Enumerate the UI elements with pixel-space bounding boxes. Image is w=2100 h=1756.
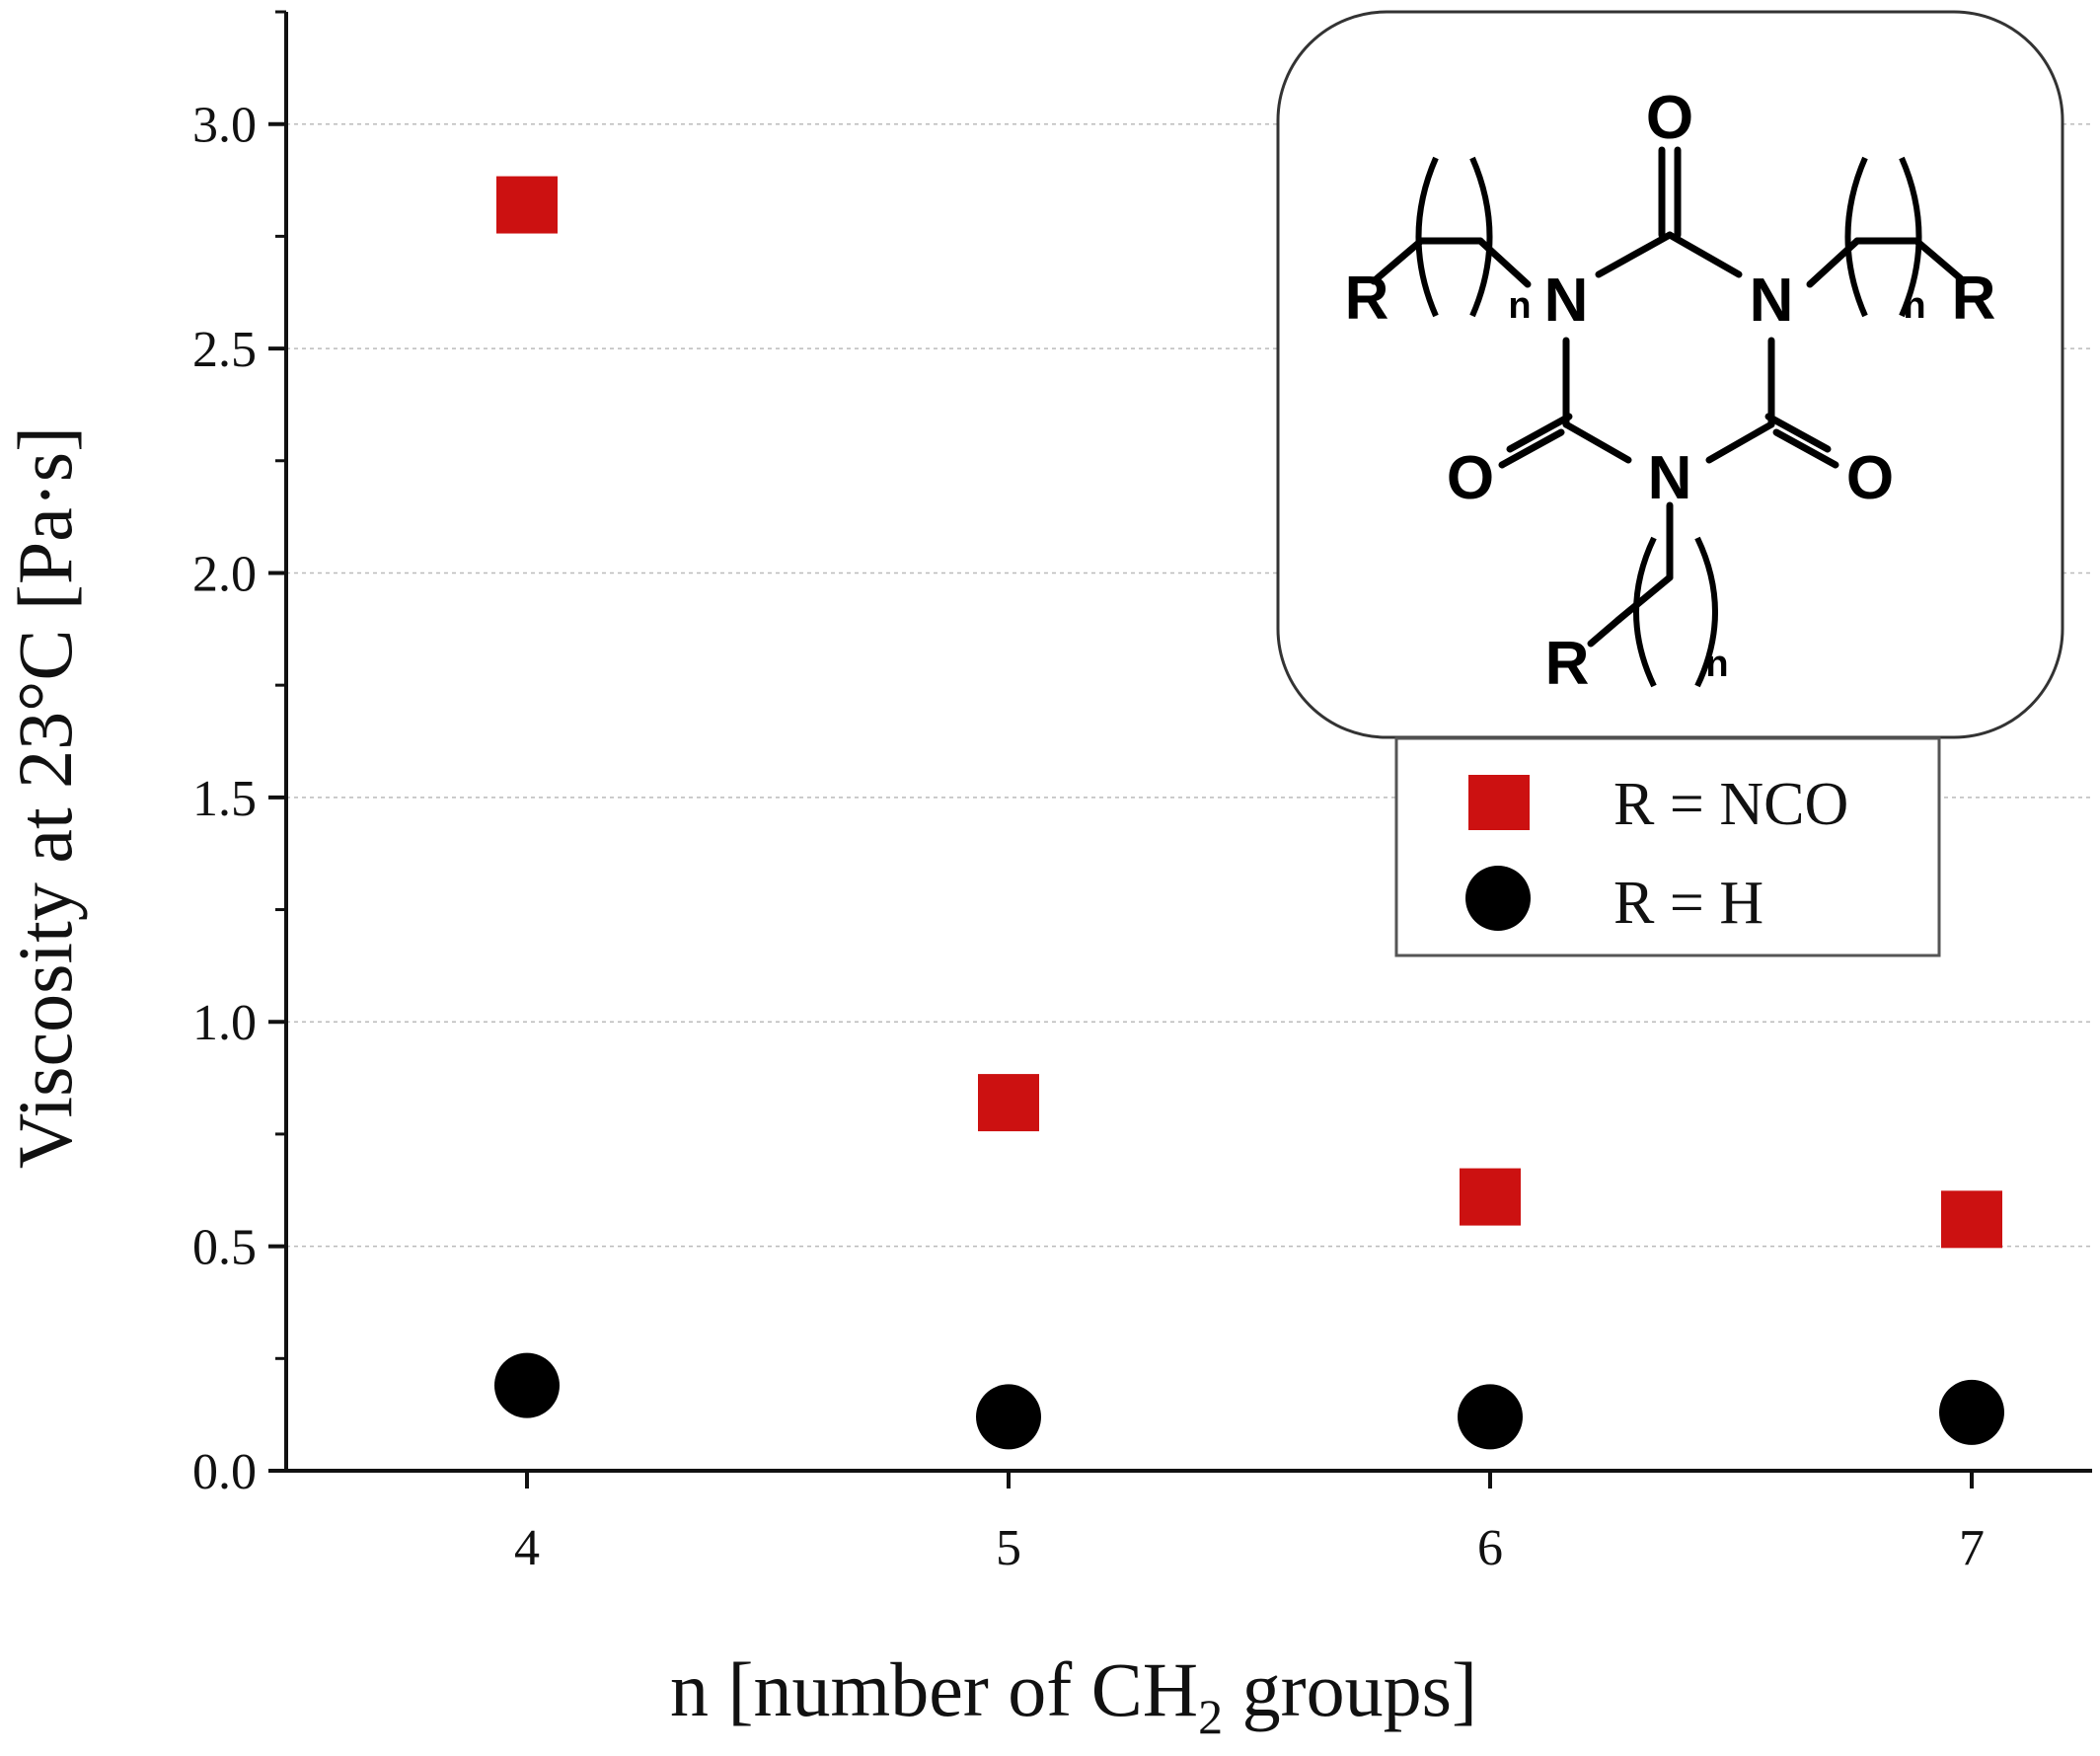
y-tick-label: 1.5 (192, 771, 257, 827)
x-ticks: 4 5 6 7 (514, 1471, 1985, 1576)
y-ticks: 0.0 0.5 1.0 1.5 2.0 2.5 3.0 (192, 10, 286, 1500)
y-tick-label: 2.0 (192, 546, 257, 602)
y-tick-label: 2.5 (192, 322, 257, 378)
y-axis-title: Viscosity at 23°C [Pa·s] (2, 426, 88, 1169)
data-point-h (494, 1352, 560, 1418)
data-point-nco (978, 1074, 1039, 1132)
atom-r-bottom: R (1545, 630, 1590, 698)
data-point-h (1939, 1379, 2004, 1445)
y-tick-label: 0.0 (192, 1444, 257, 1500)
atom-r-right: R (1952, 265, 1996, 333)
legend-label-h: R = H (1613, 870, 1763, 937)
x-axis-title-main: n [number of CH (670, 1646, 1198, 1732)
x-axis-title: n [number of CH2 groups] (670, 1646, 1477, 1744)
data-point-h (1458, 1384, 1523, 1450)
atom-n-bottom: N (1648, 444, 1692, 512)
atom-n-right: N (1750, 267, 1794, 335)
structure-inset: O O O N N N R R R n n n (1276, 10, 2064, 739)
legend-label-nco: R = NCO (1613, 771, 1848, 838)
x-tick-label: 4 (514, 1520, 540, 1576)
atom-o-top: O (1646, 84, 1693, 152)
x-tick-label: 5 (996, 1520, 1021, 1576)
atom-r-left: R (1345, 265, 1389, 333)
data-point-nco (1941, 1190, 2002, 1249)
x-axis-title-end: groups] (1223, 1646, 1477, 1732)
x-tick-label: 6 (1477, 1520, 1503, 1576)
subscript-n-left: n (1508, 285, 1531, 327)
chain-brackets (1415, 156, 1922, 688)
subscript-n-bottom: n (1705, 644, 1728, 685)
atom-o-right: O (1846, 444, 1894, 512)
data-point-nco (1460, 1168, 1521, 1226)
y-tick-label: 3.0 (192, 98, 257, 154)
x-axis-title-subscript: 2 (1198, 1689, 1223, 1744)
legend: R = NCO R = H (1394, 736, 1941, 957)
atom-o-left: O (1447, 444, 1494, 512)
subscript-n-right: n (1903, 285, 1925, 327)
y-tick-label: 0.5 (192, 1220, 257, 1276)
data-point-h (976, 1384, 1041, 1450)
data-point-nco (496, 176, 558, 234)
y-tick-label: 1.0 (192, 995, 257, 1051)
axes (284, 12, 2092, 1473)
atom-n-left: N (1544, 267, 1589, 335)
x-tick-label: 7 (1959, 1520, 1985, 1576)
legend-marker-h (1465, 866, 1531, 931)
legend-marker-nco (1468, 775, 1530, 830)
data-points (494, 176, 2004, 1450)
isocyanurate-bonds (1370, 146, 1968, 648)
grid-lines (286, 122, 2092, 1248)
